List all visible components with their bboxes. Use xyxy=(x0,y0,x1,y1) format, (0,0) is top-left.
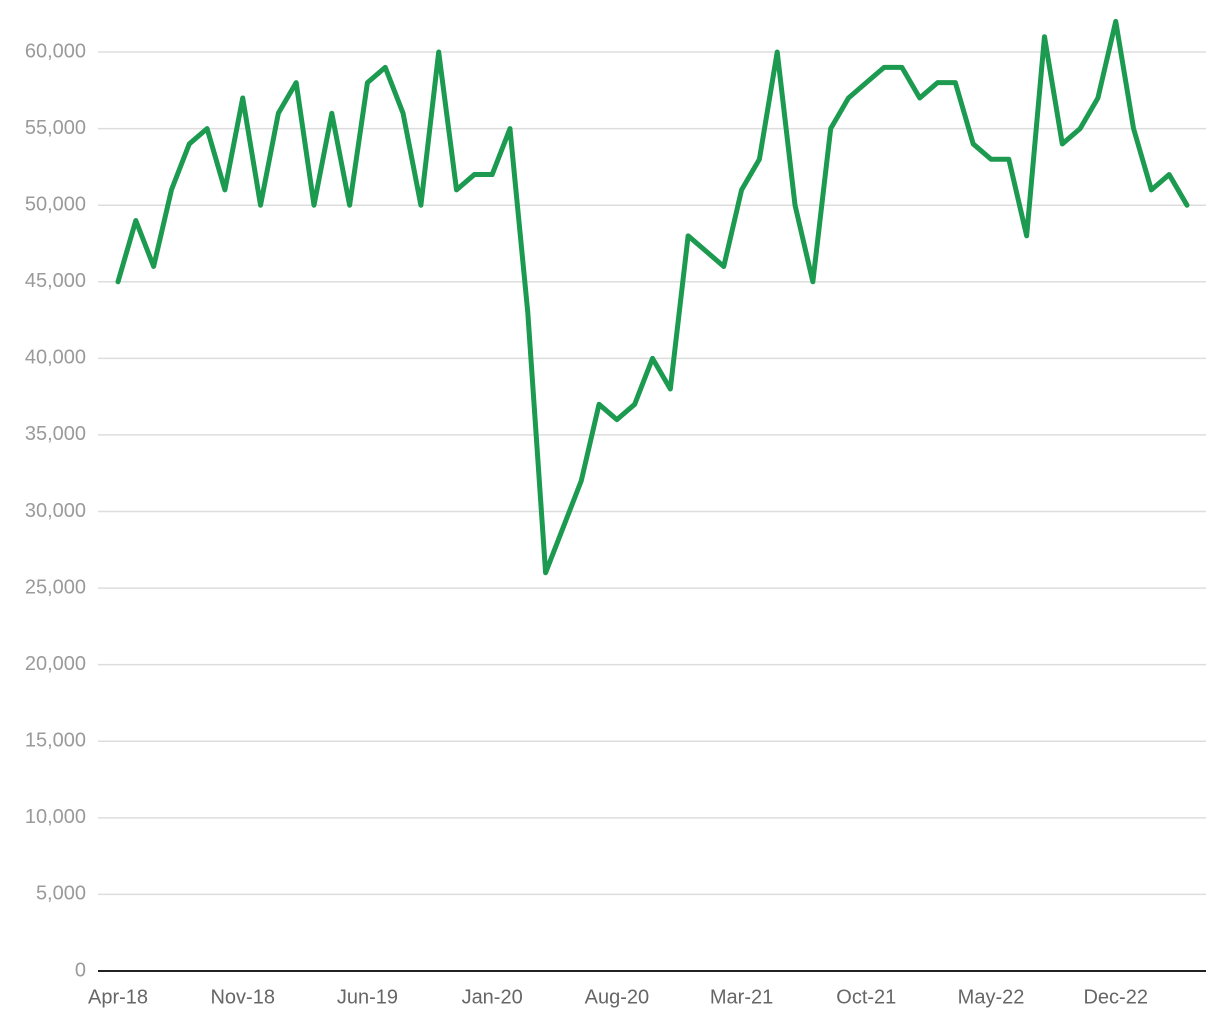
y-tick-label: 25,000 xyxy=(25,576,86,598)
y-tick-label: 0 xyxy=(75,959,86,981)
y-tick-label: 30,000 xyxy=(25,500,86,522)
x-tick-label: May-22 xyxy=(958,986,1025,1008)
y-tick-label: 45,000 xyxy=(25,270,86,292)
data-line xyxy=(115,18,1190,576)
y-tick-label: 55,000 xyxy=(25,117,86,139)
x-tick-label: Mar-21 xyxy=(710,986,773,1008)
y-tick-label: 60,000 xyxy=(25,40,86,62)
x-tick-label: Oct-21 xyxy=(836,986,896,1008)
y-tick-label: 35,000 xyxy=(25,423,86,445)
y-tick-label: 40,000 xyxy=(25,347,86,369)
x-tick-label: Jan-20 xyxy=(462,986,523,1008)
x-tick-label: Jun-19 xyxy=(337,986,398,1008)
y-tick-label: 5,000 xyxy=(36,883,86,905)
y-tick-label: 10,000 xyxy=(25,806,86,828)
x-tick-label: Dec-22 xyxy=(1083,986,1147,1008)
x-tick-label: Nov-18 xyxy=(210,986,274,1008)
x-tick-label: Aug-20 xyxy=(585,986,650,1008)
y-tick-label: 15,000 xyxy=(25,730,86,752)
x-tick-label: Apr-18 xyxy=(88,986,148,1008)
y-tick-label: 50,000 xyxy=(25,193,86,215)
y-tick-label: 20,000 xyxy=(25,653,86,675)
